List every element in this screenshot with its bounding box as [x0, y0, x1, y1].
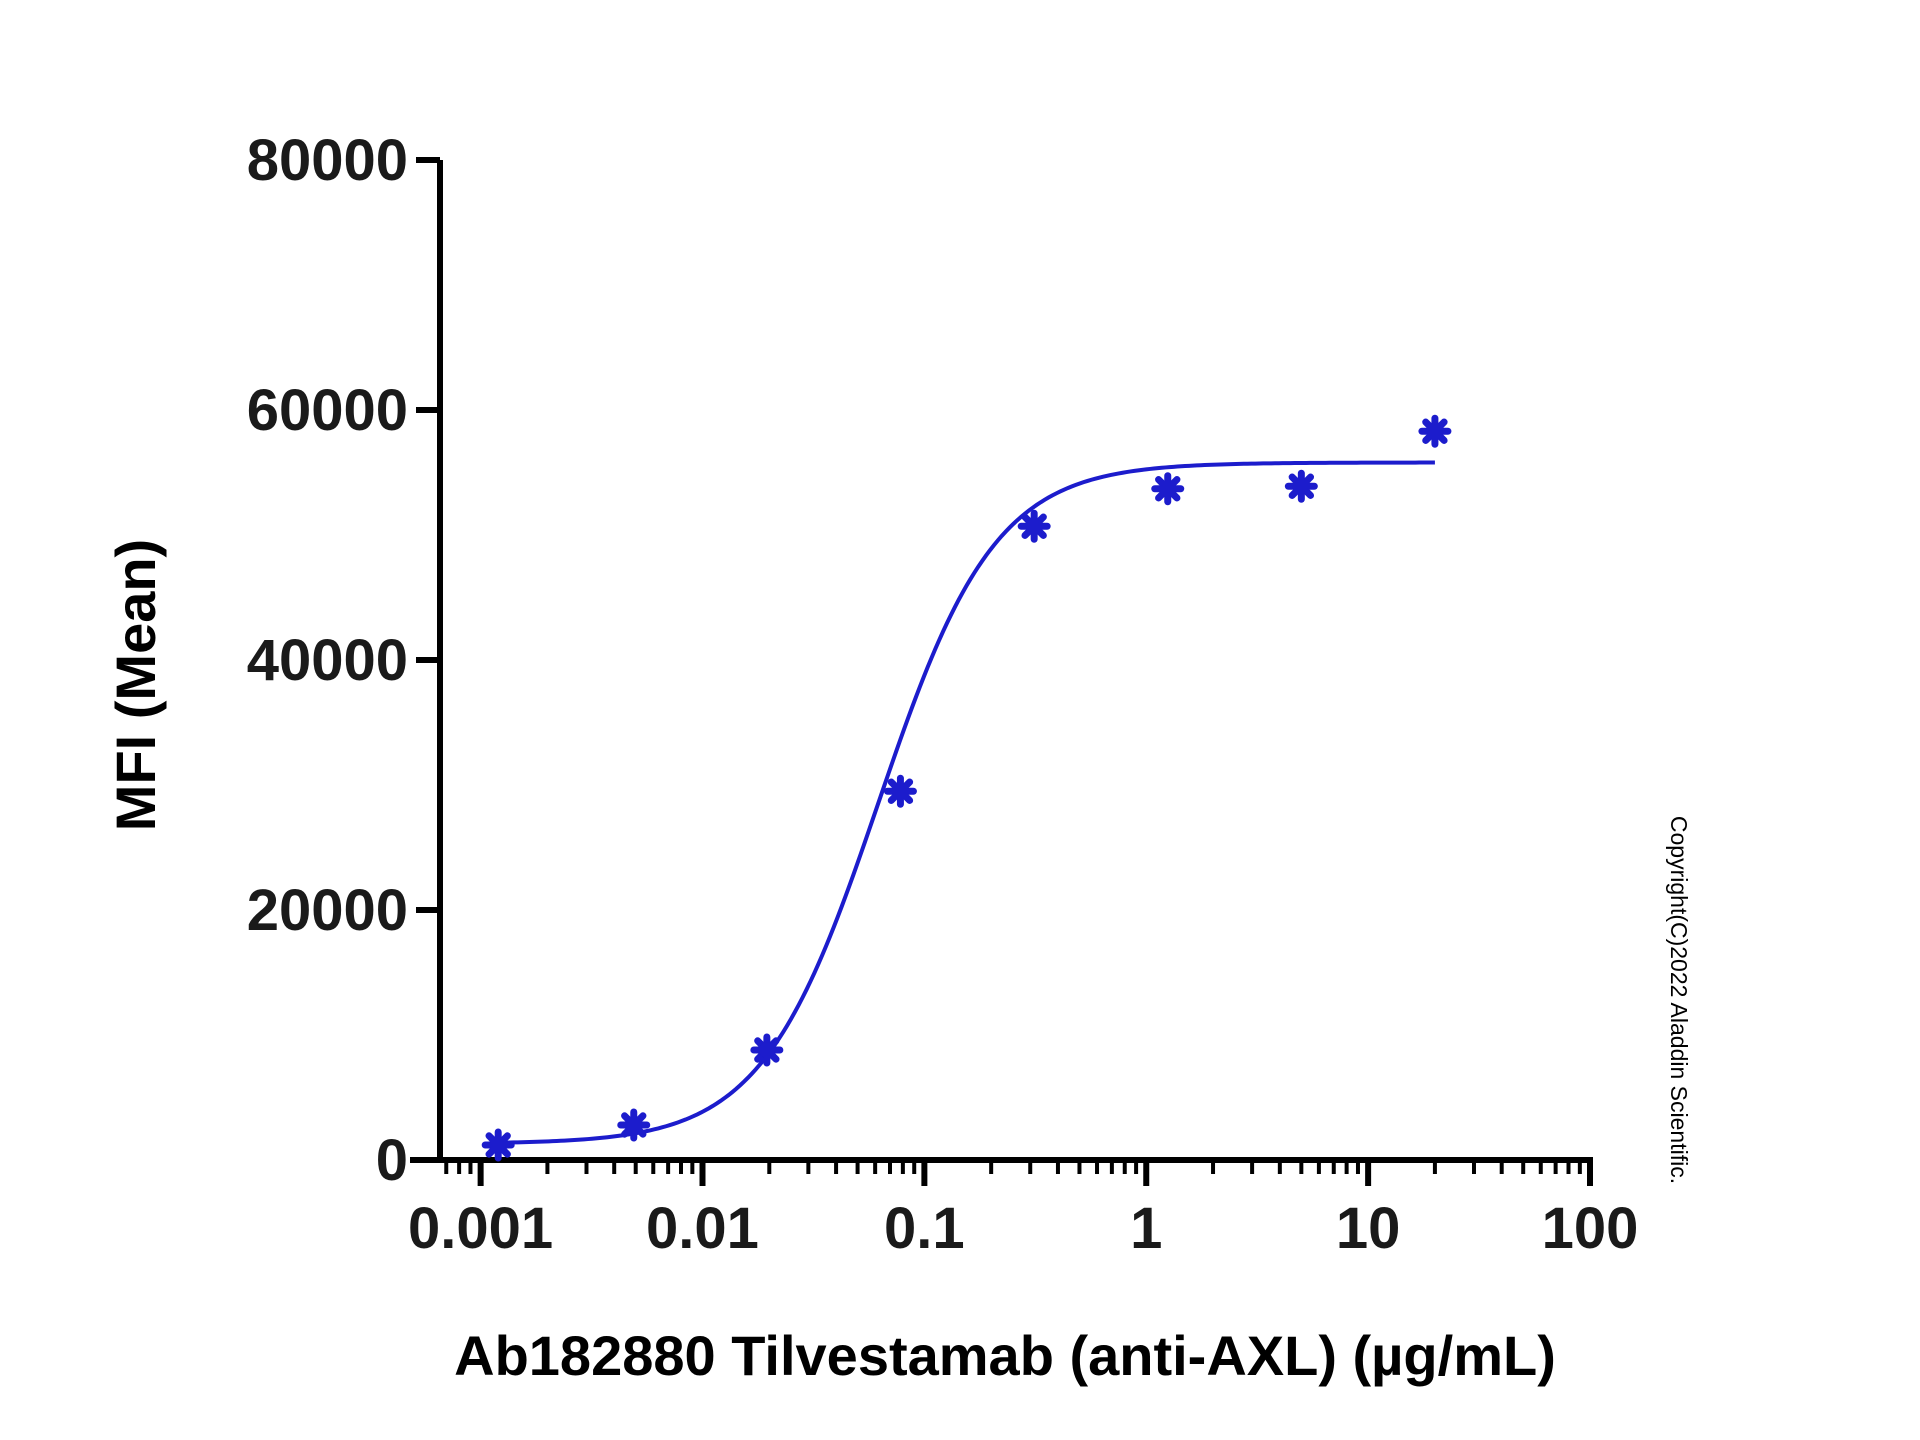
point-core: [892, 783, 909, 800]
point-core: [1426, 423, 1443, 440]
data-point: [1151, 472, 1185, 506]
data-point: [1284, 469, 1318, 503]
data-point: [750, 1033, 784, 1067]
tick-labels: 0 20000 40000 60000 80000 0.001 0.01 0.1 1 10 100: [247, 128, 1639, 1261]
data-point: [617, 1108, 651, 1142]
point-core: [1293, 478, 1310, 495]
x-axis-title: Ab182880 Tilvestamab (anti-AXL) (µg/mL): [454, 1324, 1556, 1387]
x-tick-label: 10: [1336, 1196, 1401, 1261]
y-tick-label: 20000: [247, 878, 408, 943]
x-tick-label: 100: [1542, 1196, 1639, 1261]
y-tick-label: 60000: [247, 378, 408, 443]
fit-curve: [498, 460, 1435, 1145]
y-axis-title: MFI (Mean): [104, 539, 167, 831]
x-tick-label: 0.01: [646, 1196, 759, 1261]
y-tick-label: 0: [376, 1128, 408, 1193]
point-core: [758, 1042, 775, 1058]
data-points: [481, 414, 1452, 1162]
y-tick-label: 80000: [247, 128, 408, 193]
data-point: [1418, 414, 1452, 448]
ticks: [416, 157, 1593, 1186]
copyright-text: Copyright(C)2022 Aladdin Scientific.: [1666, 816, 1692, 1184]
data-point: [883, 774, 917, 808]
y-tick-label: 40000: [247, 628, 408, 693]
point-core: [1159, 480, 1176, 497]
x-tick-label: 0.001: [408, 1196, 553, 1261]
point-core: [1026, 518, 1043, 535]
x-tick-label: 1: [1130, 1196, 1162, 1261]
point-core: [625, 1117, 642, 1133]
x-tick-label: 0.1: [884, 1196, 965, 1261]
point-core: [490, 1137, 507, 1153]
data-point: [1017, 509, 1051, 543]
axes: [410, 160, 1593, 1163]
data-point: [481, 1128, 515, 1162]
